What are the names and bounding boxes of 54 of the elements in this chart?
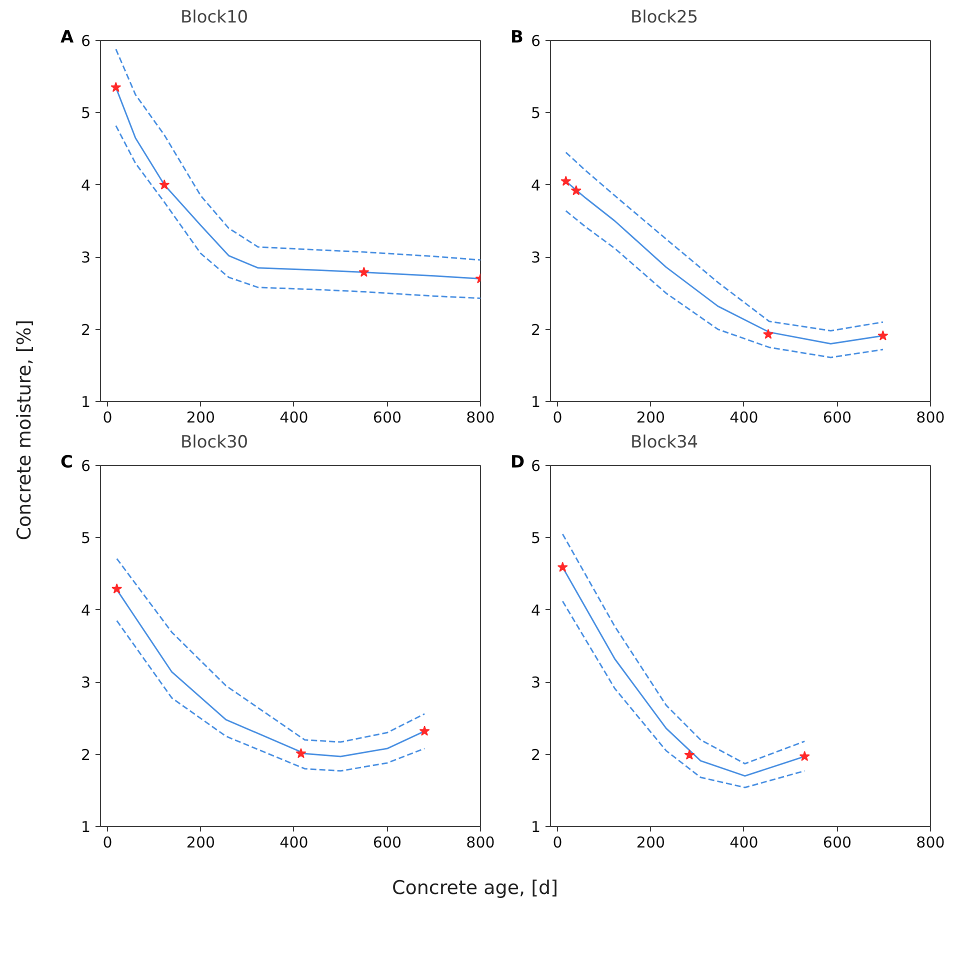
x-tick-label: 800 [466, 408, 495, 426]
x-tick-label: 800 [916, 834, 945, 852]
y-tick-label: 1 [80, 393, 91, 411]
text: D [510, 452, 525, 472]
y-tick-label: 2 [80, 320, 91, 339]
x-tick-label: 600 [372, 408, 402, 426]
y-tick-label: 5 [530, 104, 541, 122]
text: A [60, 28, 74, 48]
x-tick-label: 400 [730, 834, 758, 852]
y-tick-label: 3 [530, 248, 541, 267]
y-tick-label: 2 [530, 320, 541, 339]
x-tick-label: 600 [822, 834, 852, 852]
x-tick-label: 600 [372, 834, 402, 852]
y-axis-title: Concrete moisture, [%] [12, 320, 36, 540]
chart-title: Block25 [630, 8, 698, 28]
x-tick-label: 0 [552, 834, 562, 852]
x-tick-label: 200 [186, 834, 216, 852]
y-tick-label: 6 [530, 457, 541, 475]
y-tick-label: 1 [530, 393, 541, 411]
y-tick-label: 3 [530, 674, 541, 692]
x-tick-label: 0 [102, 408, 112, 426]
x-tick-label: 600 [822, 408, 852, 426]
y-tick-label: 6 [80, 32, 91, 50]
x-tick-label: 400 [730, 408, 758, 426]
y-tick-label: 3 [80, 674, 91, 692]
x-tick-label: 200 [636, 408, 666, 426]
chart-title: Block10 [180, 8, 248, 28]
x-tick-label: 400 [280, 408, 308, 426]
x-tick-label: 200 [186, 408, 216, 426]
y-tick-label: 2 [530, 746, 541, 764]
chart-title: Block34 [630, 432, 698, 452]
text: B [510, 28, 524, 48]
y-tick-label: 5 [80, 104, 91, 122]
x-tick-label: 800 [916, 408, 945, 426]
y-tick-label: 4 [80, 176, 91, 194]
x-tick-label: 0 [552, 408, 562, 426]
y-tick-label: 2 [80, 746, 91, 764]
y-tick-label: 6 [530, 32, 541, 50]
y-tick-label: 5 [80, 529, 91, 548]
y-tick-label: 1 [80, 818, 91, 836]
chart-title: Block30 [180, 432, 248, 452]
y-tick-label: 6 [80, 457, 91, 475]
x-tick-label: 800 [466, 834, 495, 852]
x-tick-label: 400 [280, 834, 308, 852]
y-tick-label: 3 [80, 248, 91, 267]
y-tick-label: 5 [530, 529, 541, 548]
y-tick-label: 4 [530, 176, 541, 194]
y-tick-label: 4 [80, 601, 91, 620]
text: C [60, 452, 73, 472]
x-tick-label: 200 [636, 834, 666, 852]
x-axis-title: Concrete age, [d] [391, 876, 559, 901]
x-tick-label: 0 [102, 834, 112, 852]
y-tick-label: 1 [530, 818, 541, 836]
y-tick-label: 4 [530, 601, 541, 620]
